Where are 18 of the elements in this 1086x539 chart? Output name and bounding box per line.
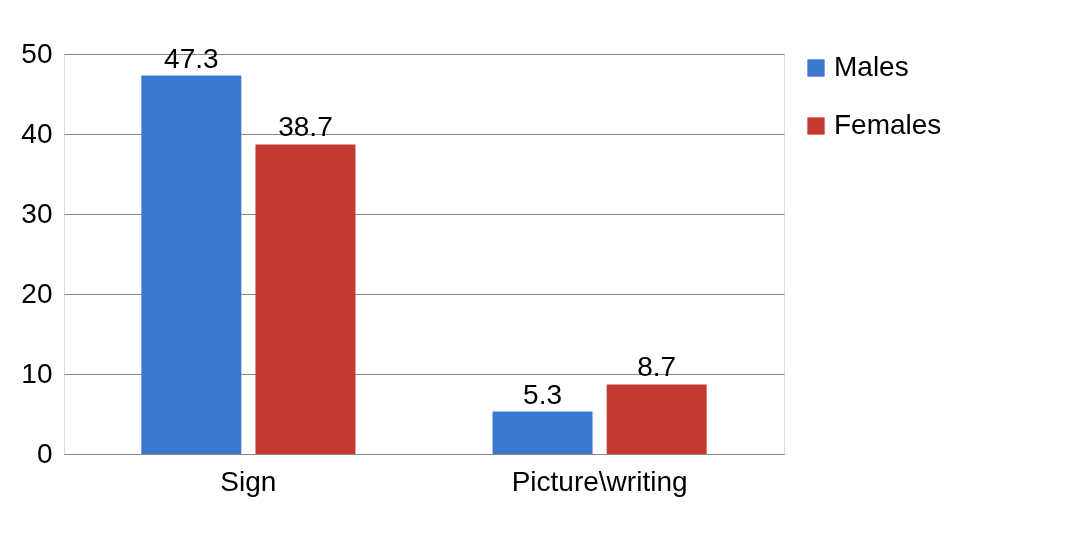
bar bbox=[492, 411, 593, 454]
bar bbox=[141, 75, 242, 454]
data-label: 5.3 bbox=[523, 378, 563, 410]
y-tick-label: 20 bbox=[21, 277, 53, 309]
y-tick-label: 10 bbox=[21, 357, 53, 389]
y-tick-label: 40 bbox=[21, 117, 53, 149]
y-tick-label: 30 bbox=[21, 197, 53, 229]
x-tick-label: Sign bbox=[220, 465, 277, 497]
legend-label: Males bbox=[834, 51, 909, 82]
y-tick-label: 0 bbox=[36, 437, 53, 469]
data-label: 8.7 bbox=[637, 351, 677, 383]
bar bbox=[606, 384, 707, 454]
data-label: 38.7 bbox=[278, 111, 333, 143]
y-tick-label: 50 bbox=[21, 37, 53, 69]
x-tick-label: Picture\writing bbox=[511, 465, 688, 497]
legend-label: Females bbox=[834, 109, 942, 140]
bar bbox=[255, 144, 356, 454]
data-label: 47.3 bbox=[164, 42, 219, 74]
